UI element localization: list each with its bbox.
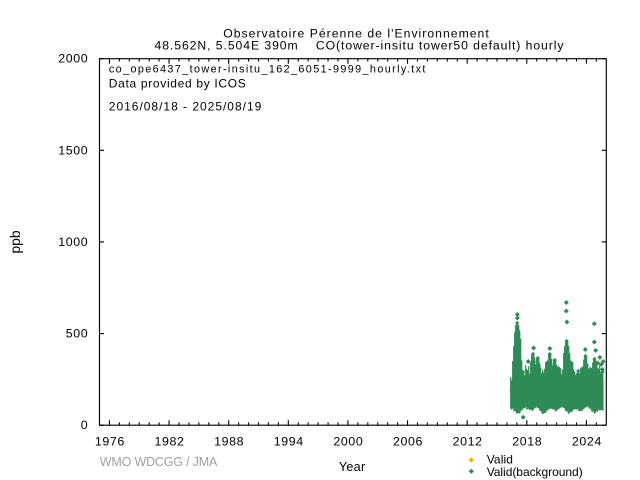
svg-text:1988: 1988 [214, 435, 243, 449]
svg-text:Valid: Valid [487, 453, 513, 467]
svg-text:Valid(background): Valid(background) [487, 465, 583, 479]
svg-text:0: 0 [81, 418, 88, 432]
svg-text:48.562N, 5.504E 390m CO(tow: 48.562N, 5.504E 390m CO(tower-insitu tow… [155, 38, 565, 52]
svg-text:1976: 1976 [95, 435, 124, 449]
svg-text:1994: 1994 [274, 435, 303, 449]
svg-text:2006: 2006 [393, 435, 422, 449]
svg-text:1500: 1500 [58, 143, 87, 157]
svg-text:2000: 2000 [58, 52, 87, 66]
svg-text:WMO WDCGG / JMA: WMO WDCGG / JMA [100, 455, 218, 469]
svg-text:ppb: ppb [8, 230, 23, 253]
svg-text:2000: 2000 [333, 435, 362, 449]
svg-text:2024: 2024 [572, 435, 601, 449]
svg-text:1000: 1000 [58, 235, 87, 249]
svg-text:Observatoire Pérenne de l'Envi: Observatoire Pérenne de l'Environnement [223, 26, 489, 40]
svg-text:co_ope6437_tower-insitu_162_60: co_ope6437_tower-insitu_162_6051-9999_ho… [109, 64, 426, 76]
svg-text:2012: 2012 [453, 435, 482, 449]
svg-text:2016/08/18 - 2025/08/19: 2016/08/18 - 2025/08/19 [109, 100, 262, 114]
svg-text:Data provided by ICOS: Data provided by ICOS [109, 76, 246, 90]
svg-text:1982: 1982 [155, 435, 184, 449]
svg-text:Year: Year [339, 460, 365, 474]
svg-text:500: 500 [66, 327, 88, 341]
svg-text:2018: 2018 [512, 435, 541, 449]
